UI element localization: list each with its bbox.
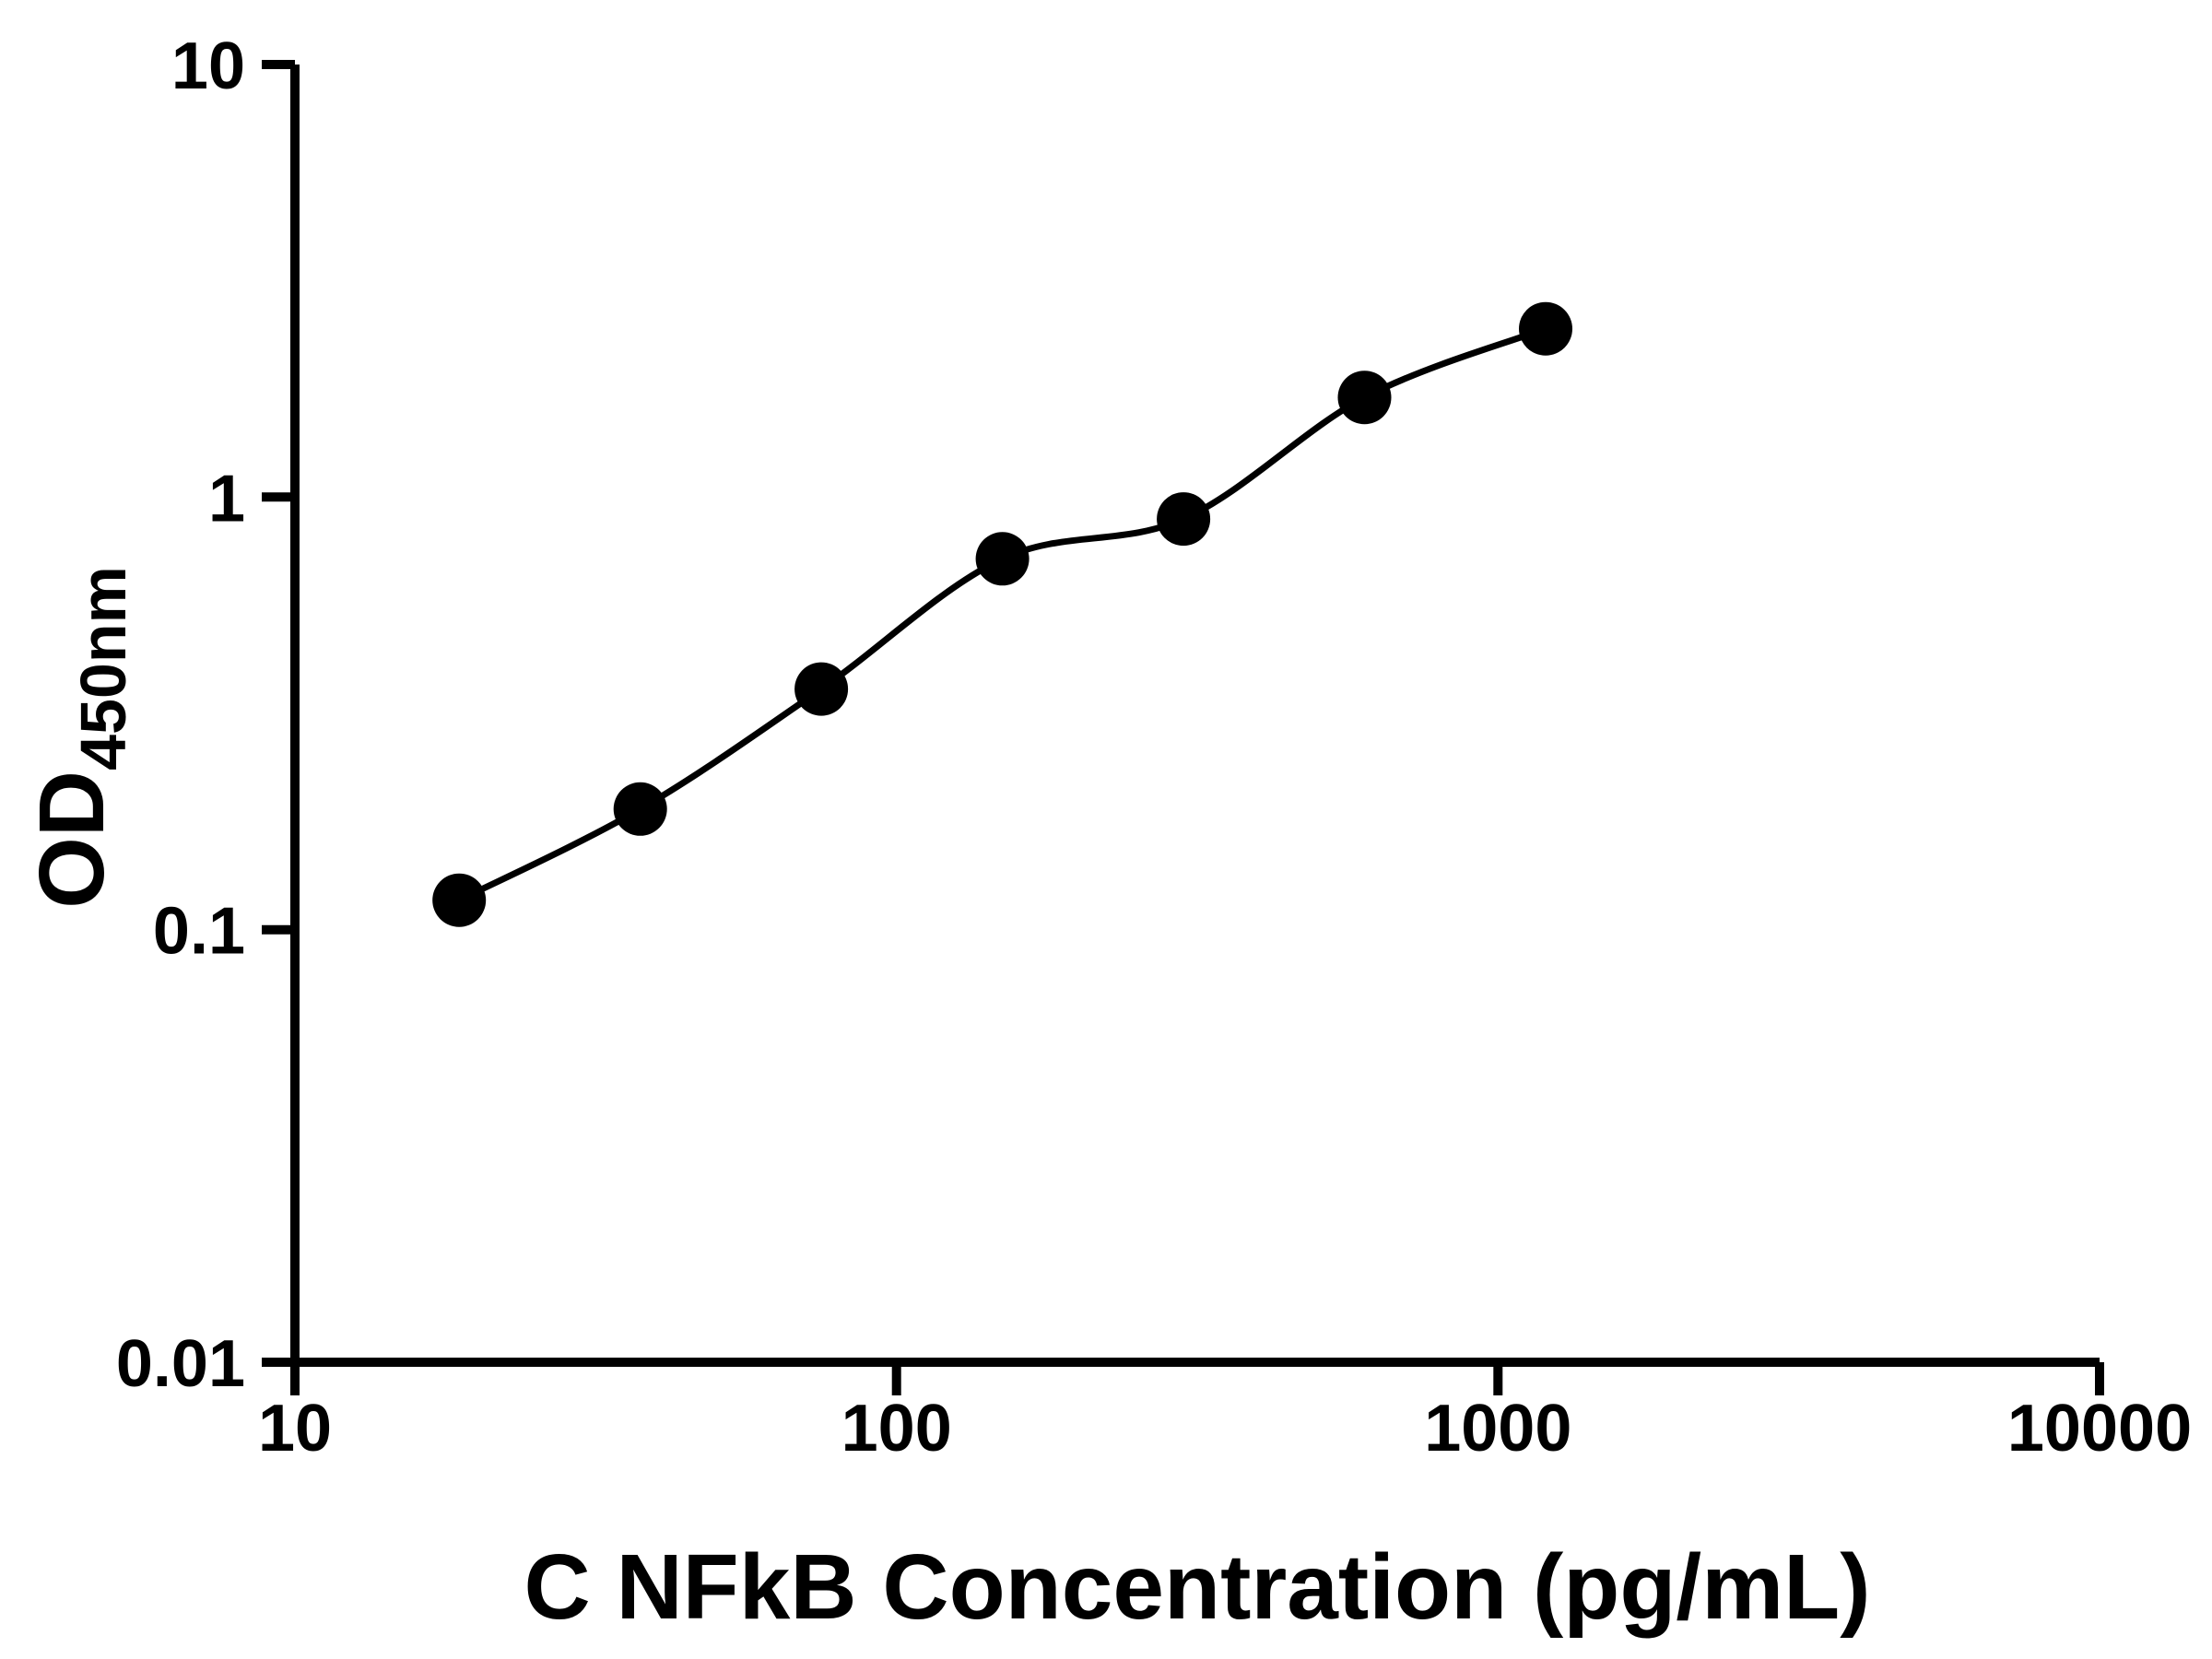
y-axis-title-main: OD: [20, 771, 124, 909]
data-point: [794, 662, 849, 716]
y-tick-label: 1: [208, 462, 245, 535]
data-point: [613, 782, 667, 836]
x-axis-title: C NFkB Concentration (pg/mL): [524, 1535, 1870, 1639]
axis-tick-labels: 10 100 1000 10000 0.01 0.1 1 10: [116, 29, 2192, 1465]
y-tick-label: 0.01: [116, 1327, 245, 1401]
x-tick-label: 100: [841, 1392, 952, 1465]
y-tick-label: 10: [171, 29, 245, 103]
data-point: [432, 873, 487, 927]
y-axis-title: OD450nm: [20, 566, 139, 909]
data-series: [432, 301, 1572, 927]
data-point: [1337, 371, 1392, 425]
data-point: [975, 532, 1030, 586]
axis-ticks: [262, 60, 2104, 1395]
x-tick-label: 1000: [1424, 1392, 1571, 1465]
y-tick-label: 0.1: [153, 895, 245, 969]
y-axis-title-subscript: 450nm: [67, 566, 139, 771]
axes: [290, 65, 2100, 1367]
data-point: [1157, 492, 1211, 547]
data-point: [1519, 301, 1572, 356]
x-tick-label: 10: [258, 1392, 332, 1465]
x-tick-label: 10000: [2007, 1392, 2192, 1465]
